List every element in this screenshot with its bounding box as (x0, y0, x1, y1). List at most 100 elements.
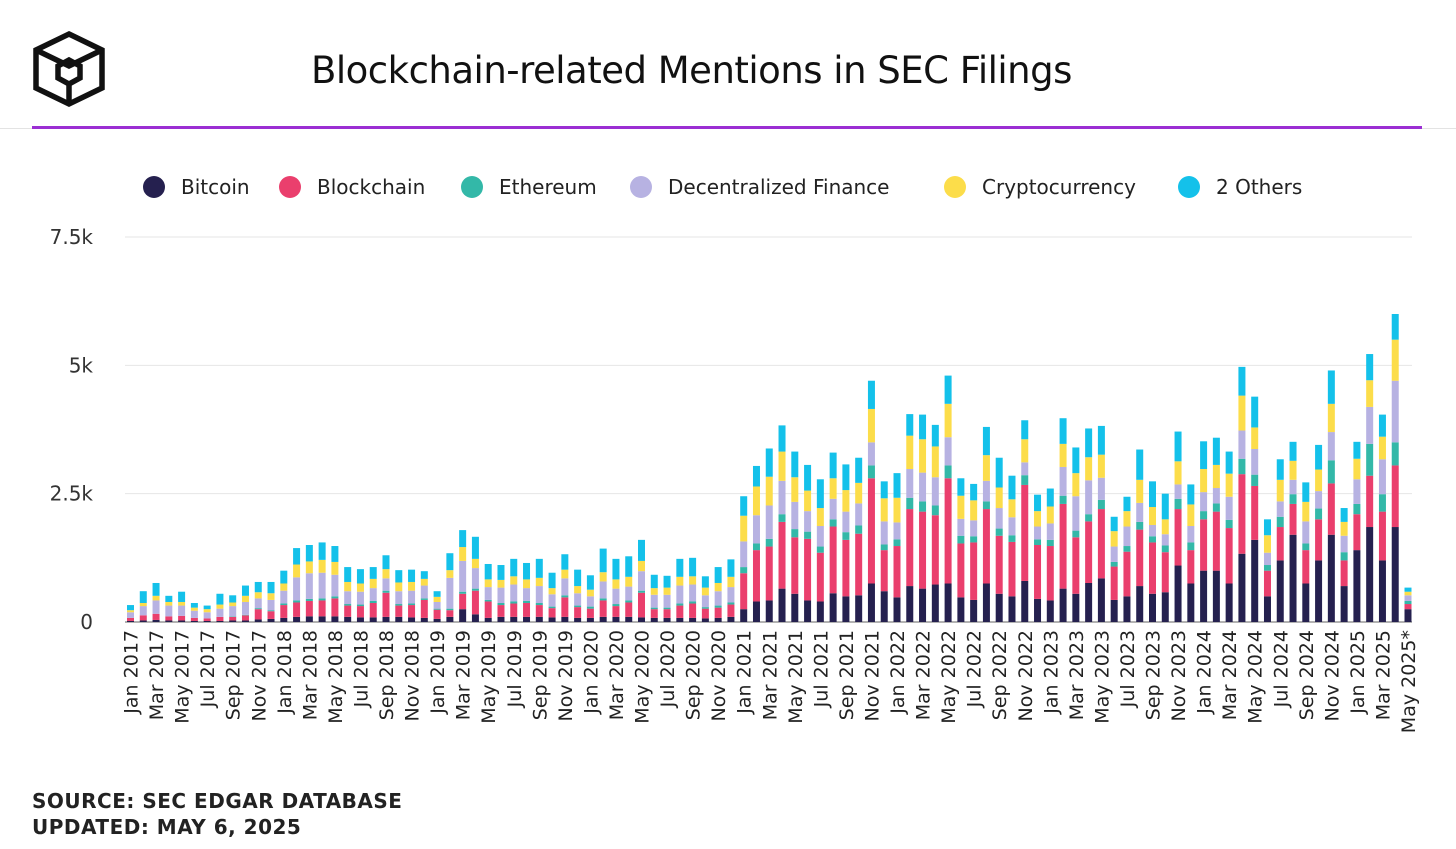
bar-segment-decentralized-finance (970, 520, 978, 537)
bar-segment-decentralized-finance (1174, 484, 1182, 499)
legend-label-blockchain: Blockchain (317, 175, 426, 199)
bar-segment-blockchain (280, 605, 288, 618)
bar-segment-ethereum (1008, 535, 1016, 542)
bar-segment-bitcoin (804, 600, 812, 622)
bar-segment-bitcoin (229, 620, 237, 622)
x-tick-label: Jan 2020 (580, 630, 602, 715)
bar-segment-2-others (638, 539, 645, 561)
bar-segment-blockchain (625, 602, 633, 617)
bar-segment-2-others (893, 473, 901, 498)
bar-segment-2-others (842, 464, 850, 491)
x-tick-label: Mar 2019 (453, 630, 475, 720)
bar-segment-bitcoin (190, 620, 198, 622)
bar-segment-decentralized-finance (165, 605, 173, 617)
bar-segment-ethereum (1225, 519, 1233, 529)
bar-segment-blockchain (689, 603, 697, 618)
bar-segment-blockchain (1200, 519, 1208, 571)
y-tick-label: 5k (69, 353, 94, 377)
bar-segment-cryptocurrency (293, 564, 301, 578)
bar-segment-bitcoin (152, 619, 160, 622)
bar-segment-cryptocurrency (855, 482, 863, 504)
bar-segment-ethereum (1110, 561, 1118, 567)
bar-segment-2-others (689, 557, 697, 577)
bar-segment-decentralized-finance (574, 593, 582, 606)
bar-segment-2-others (906, 414, 914, 436)
bar-segment-decentralized-finance (919, 472, 927, 502)
bar-segment-bitcoin (574, 617, 582, 622)
bar-segment-2-others (1136, 449, 1144, 480)
bar-segment-blockchain (1391, 465, 1399, 528)
legend-item-blockchain[interactable]: Blockchain (279, 173, 425, 201)
bar-segment-bitcoin (931, 584, 939, 622)
bar-segment-bitcoin (1097, 578, 1105, 622)
bar-segment-cryptocurrency (970, 500, 978, 521)
bar-segment-decentralized-finance (178, 605, 186, 616)
legend-item-decentralized-finance[interactable]: Decentralized Finance (630, 173, 889, 201)
bar-segment-2-others (1327, 370, 1335, 404)
bar-segment-bitcoin (765, 600, 773, 622)
bar-segment-bitcoin (1225, 583, 1233, 622)
bar-segment-cryptocurrency (254, 592, 262, 599)
bar-segment-bitcoin (420, 617, 428, 622)
bar-segment-cryptocurrency (446, 570, 454, 578)
bar-segment-blockchain (1008, 541, 1016, 597)
bar-segment-decentralized-finance (459, 560, 467, 592)
bar-segment-2-others (523, 562, 531, 580)
bar-segment-bitcoin (944, 583, 952, 622)
bar-segment-blockchain (356, 606, 364, 618)
x-tick-label: Nov 2017 (248, 630, 270, 721)
bar-segment-blockchain (842, 539, 850, 597)
legend-item-ethereum[interactable]: Ethereum (461, 173, 597, 201)
bar-segment-2-others (586, 575, 594, 590)
legend-swatch-decentralized-finance (630, 176, 652, 198)
bar-segment-2-others (318, 542, 326, 560)
legend-item-cryptocurrency[interactable]: Cryptocurrency (944, 173, 1136, 201)
bar-segment-cryptocurrency (1263, 535, 1271, 553)
bar-segment-2-others (203, 605, 211, 610)
bar-segment-bitcoin (1276, 560, 1284, 622)
bar-segment-blockchain (382, 592, 390, 617)
bar-segment-cryptocurrency (127, 610, 134, 613)
bar-segment-cryptocurrency (804, 490, 812, 512)
bar-segment-cryptocurrency (676, 576, 684, 586)
bar-segment-bitcoin (318, 616, 326, 622)
x-tick-label: Sep 2021 (836, 630, 858, 720)
bar-segment-decentralized-finance (305, 573, 313, 599)
bar-segment-bitcoin (356, 617, 364, 622)
bar-segment-cryptocurrency (510, 576, 518, 585)
bar-segment-blockchain (369, 603, 377, 618)
bar-segment-bitcoin (1353, 550, 1361, 622)
legend-swatch-cryptocurrency (944, 176, 966, 198)
bar-segment-ethereum (893, 539, 901, 547)
bar-segment-blockchain (995, 535, 1003, 594)
bar-segment-decentralized-finance (689, 584, 697, 602)
bar-segment-ethereum (1136, 521, 1144, 530)
bar-segment-2-others (1174, 431, 1182, 462)
bar-segment-cryptocurrency (178, 601, 186, 606)
x-tick-label: Mar 2024 (1219, 630, 1241, 720)
bar-segment-cryptocurrency (1302, 501, 1310, 522)
bar-segment-blockchain (1072, 537, 1080, 594)
bar-segment-ethereum (880, 544, 888, 551)
brand-logo-icon (33, 30, 105, 108)
bar-segment-ethereum (714, 605, 722, 608)
bar-segment-blockchain (931, 515, 939, 585)
legend-item-2-others[interactable]: 2 Others (1178, 173, 1302, 201)
x-tick-label: Mar 2020 (606, 630, 628, 720)
legend-item-bitcoin[interactable]: Bitcoin (143, 173, 250, 201)
bar-segment-2-others (561, 554, 569, 570)
bar-segment-ethereum (1327, 460, 1335, 484)
bar-segment-bitcoin (459, 609, 467, 622)
x-tick-label: Nov 2021 (862, 630, 884, 721)
bar-segment-blockchain (190, 617, 198, 621)
bar-segment-blockchain (459, 593, 467, 610)
bar-segment-blockchain (446, 610, 454, 617)
bar-segment-2-others (765, 448, 773, 477)
bar-segment-blockchain (523, 603, 531, 617)
x-tick-label: May 2019 (478, 630, 500, 724)
bar-segment-blockchain (676, 605, 684, 618)
bar-segment-blockchain (778, 521, 786, 589)
bar-segment-bitcoin (638, 617, 645, 622)
bar-segment-blockchain (1225, 528, 1233, 584)
bar-segment-ethereum (791, 529, 799, 538)
